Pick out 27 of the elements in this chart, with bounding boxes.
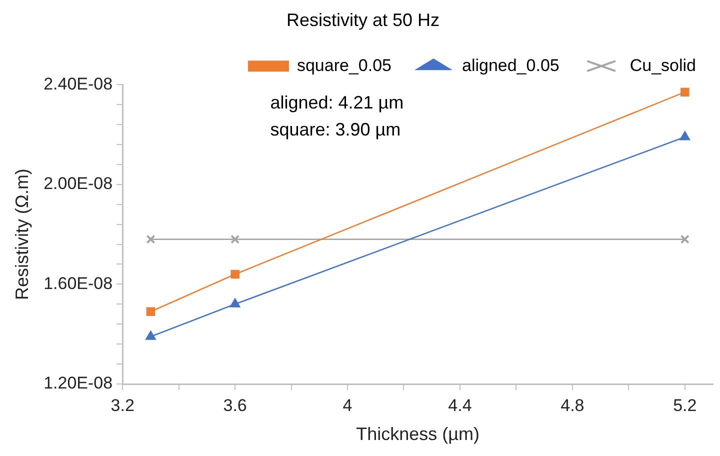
annotation: square: 3.90 µm — [270, 120, 401, 140]
y-tick-label: 1.20E-08 — [44, 374, 113, 393]
x-tick-label: 4.4 — [448, 396, 472, 415]
x-tick-label: 3.2 — [110, 396, 134, 415]
legend-label: aligned_0.05 — [462, 56, 560, 75]
x-tick-label: 4 — [342, 396, 352, 415]
annotation: aligned: 4.21 µm — [270, 92, 404, 113]
point — [230, 298, 240, 308]
y-tick-label: 2.00E-08 — [44, 174, 113, 194]
chart-title: Resistivity at 50 Hz — [286, 10, 440, 30]
y-axis-title: Resistivity (Ω.m) — [12, 168, 32, 300]
point — [680, 234, 690, 244]
y-tick-label: 1.60E-08 — [44, 274, 113, 293]
point — [680, 130, 690, 140]
x-tick-label: 3.6 — [223, 396, 247, 415]
point — [146, 307, 156, 316]
point — [145, 330, 156, 340]
x-axis-title: Thickness (µm) — [356, 424, 480, 444]
x-tick-label: 5.2 — [673, 396, 697, 415]
x-tick-label: 4.8 — [560, 396, 584, 415]
legend-label: Cu_solid — [630, 56, 696, 75]
point — [230, 234, 240, 244]
legend-label: square_0.05 — [296, 56, 392, 75]
y-tick-label: 2.40E-08 — [44, 74, 113, 94]
point — [146, 234, 156, 244]
point — [680, 88, 690, 96]
point — [230, 270, 240, 279]
